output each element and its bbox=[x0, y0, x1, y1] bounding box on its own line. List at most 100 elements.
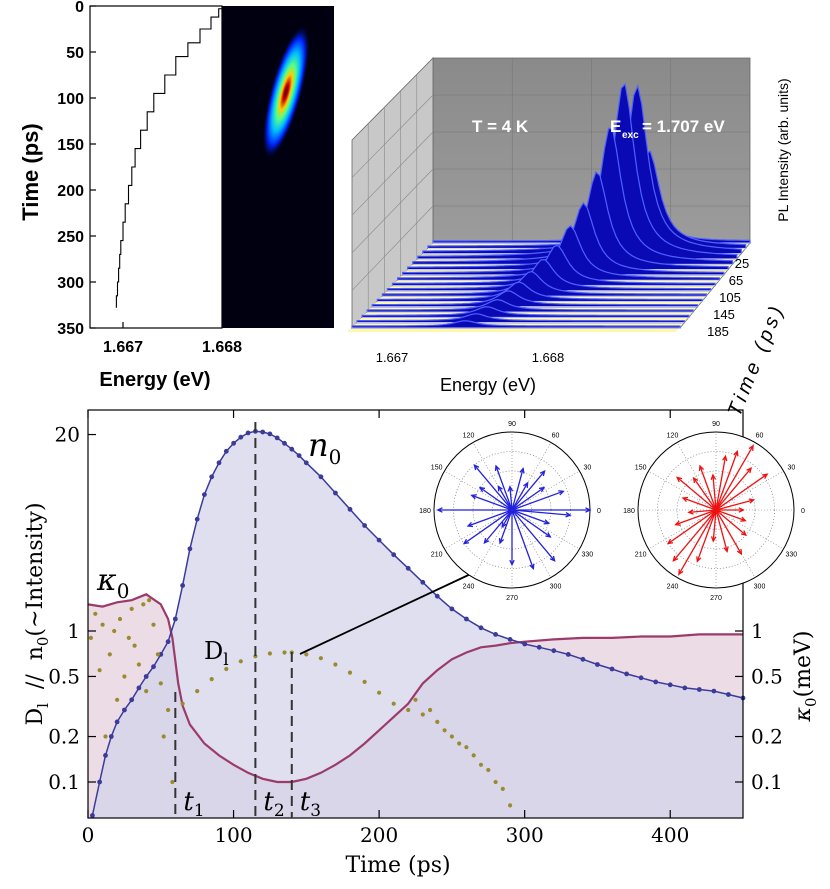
polar-vector-head bbox=[558, 490, 565, 496]
polar-vector-head bbox=[698, 464, 705, 472]
polar-vector-head bbox=[692, 476, 699, 484]
side-gridline bbox=[351, 205, 434, 291]
d1-point bbox=[486, 767, 491, 773]
n0-point bbox=[303, 460, 309, 466]
spectrum-floor-strip bbox=[347, 328, 680, 332]
n0-point bbox=[609, 666, 615, 672]
n0-point bbox=[507, 637, 513, 642]
polar-vector-head bbox=[666, 538, 674, 545]
polar-vector-head bbox=[733, 449, 739, 457]
ylabel-n-sub: 0 bbox=[34, 637, 52, 647]
polar-spoke bbox=[444, 470, 513, 511]
polar-vector bbox=[715, 456, 727, 511]
polar-vector-head bbox=[723, 546, 729, 553]
polar-angle-label: 330 bbox=[786, 552, 798, 559]
n0-point bbox=[245, 430, 251, 436]
polar-vector bbox=[715, 509, 742, 555]
polar-vector-head bbox=[687, 509, 694, 515]
d1-point bbox=[224, 666, 229, 672]
polar-angle-label: 90 bbox=[508, 421, 516, 428]
n0-point bbox=[711, 688, 717, 694]
p1-xtick-label: 1.668 bbox=[202, 339, 242, 356]
polar-spoke bbox=[511, 470, 580, 511]
d1-point bbox=[282, 650, 287, 655]
n0-point bbox=[391, 552, 397, 558]
polar-angle-label: 90 bbox=[712, 421, 720, 428]
d1-point bbox=[500, 786, 505, 792]
polar-vector bbox=[511, 490, 564, 511]
d1-point bbox=[195, 689, 200, 694]
streak-trace-panel: 0 50 100 150 200 250 300 350 1.667 1.668 Time (p… bbox=[18, 0, 242, 391]
p3-xtick-label: 1.667 bbox=[376, 350, 409, 365]
d1-point bbox=[129, 606, 134, 612]
ylabel-D-sub: l bbox=[34, 703, 52, 708]
polar-vector bbox=[511, 482, 529, 511]
n0-point bbox=[209, 474, 215, 480]
polar-vector bbox=[715, 451, 738, 511]
polar-spoke bbox=[511, 509, 552, 578]
polar-vector-head bbox=[478, 486, 486, 493]
main-xtick-label: 0 bbox=[82, 823, 95, 847]
polar-vector-head bbox=[539, 470, 546, 477]
n0-point bbox=[638, 675, 644, 681]
main-ytick-left-label: 0.5 bbox=[48, 664, 80, 688]
d1-point bbox=[267, 651, 272, 656]
polar-vector bbox=[511, 509, 551, 538]
polar-angle-label: 210 bbox=[431, 552, 443, 559]
polar-vector-head bbox=[678, 569, 684, 576]
streak-image-bg bbox=[222, 6, 334, 328]
d1-point bbox=[132, 643, 137, 648]
polar-vector bbox=[676, 476, 717, 511]
polar-vector bbox=[715, 509, 747, 536]
polar-vector bbox=[511, 509, 534, 569]
polar-angle-label: 30 bbox=[583, 465, 591, 472]
eexc-E: E bbox=[610, 117, 621, 136]
polar-vector bbox=[699, 465, 717, 511]
polar-vector bbox=[473, 464, 513, 511]
n0-point bbox=[180, 583, 186, 588]
side-gridline bbox=[351, 131, 434, 216]
polar-angle-label: 300 bbox=[550, 583, 562, 590]
polar-vector-head bbox=[565, 511, 572, 518]
n0-point bbox=[296, 453, 302, 458]
d1-point bbox=[126, 635, 131, 641]
eexc-value: = 1.707 eV bbox=[642, 117, 725, 136]
n0-label: n0 bbox=[308, 426, 341, 469]
n0-point bbox=[223, 448, 229, 454]
polar-vector-head bbox=[710, 536, 717, 543]
d1-point bbox=[478, 762, 484, 767]
p1-ytick-label: 200 bbox=[57, 183, 84, 200]
polar-vector bbox=[715, 509, 746, 522]
polar-vector bbox=[497, 486, 513, 511]
n0-point bbox=[726, 692, 731, 697]
polar-angle-label: 240 bbox=[463, 583, 475, 590]
d1-point bbox=[238, 659, 243, 664]
n0-point bbox=[260, 429, 266, 435]
d1-point bbox=[147, 598, 152, 603]
polar-vector-head bbox=[696, 556, 702, 563]
d1-point bbox=[333, 662, 338, 667]
d1-point bbox=[420, 712, 425, 717]
streak-trace-frame bbox=[89, 5, 223, 329]
polar-angle-label: 270 bbox=[710, 595, 722, 602]
side-gridline bbox=[351, 168, 434, 254]
d1-point bbox=[347, 670, 353, 675]
side-gridline bbox=[351, 94, 434, 178]
polar-vector bbox=[511, 509, 556, 562]
d1-point bbox=[136, 662, 141, 667]
polar-vector-head bbox=[519, 467, 525, 474]
n0-point bbox=[289, 446, 295, 452]
n0-point bbox=[114, 719, 120, 725]
n0-point bbox=[202, 492, 207, 497]
p1-xlabel: Energy (eV) bbox=[99, 369, 210, 391]
d1-point bbox=[406, 707, 411, 713]
n0-point bbox=[122, 707, 127, 713]
streak-image-panel bbox=[222, 6, 334, 328]
polar-spoke bbox=[676, 442, 717, 511]
polar-angle-label: 60 bbox=[756, 433, 764, 440]
n0-point bbox=[536, 644, 542, 650]
polar-vector-head bbox=[509, 559, 515, 567]
p3-ytick-label: 185 bbox=[707, 324, 729, 339]
n0-point bbox=[595, 662, 600, 667]
